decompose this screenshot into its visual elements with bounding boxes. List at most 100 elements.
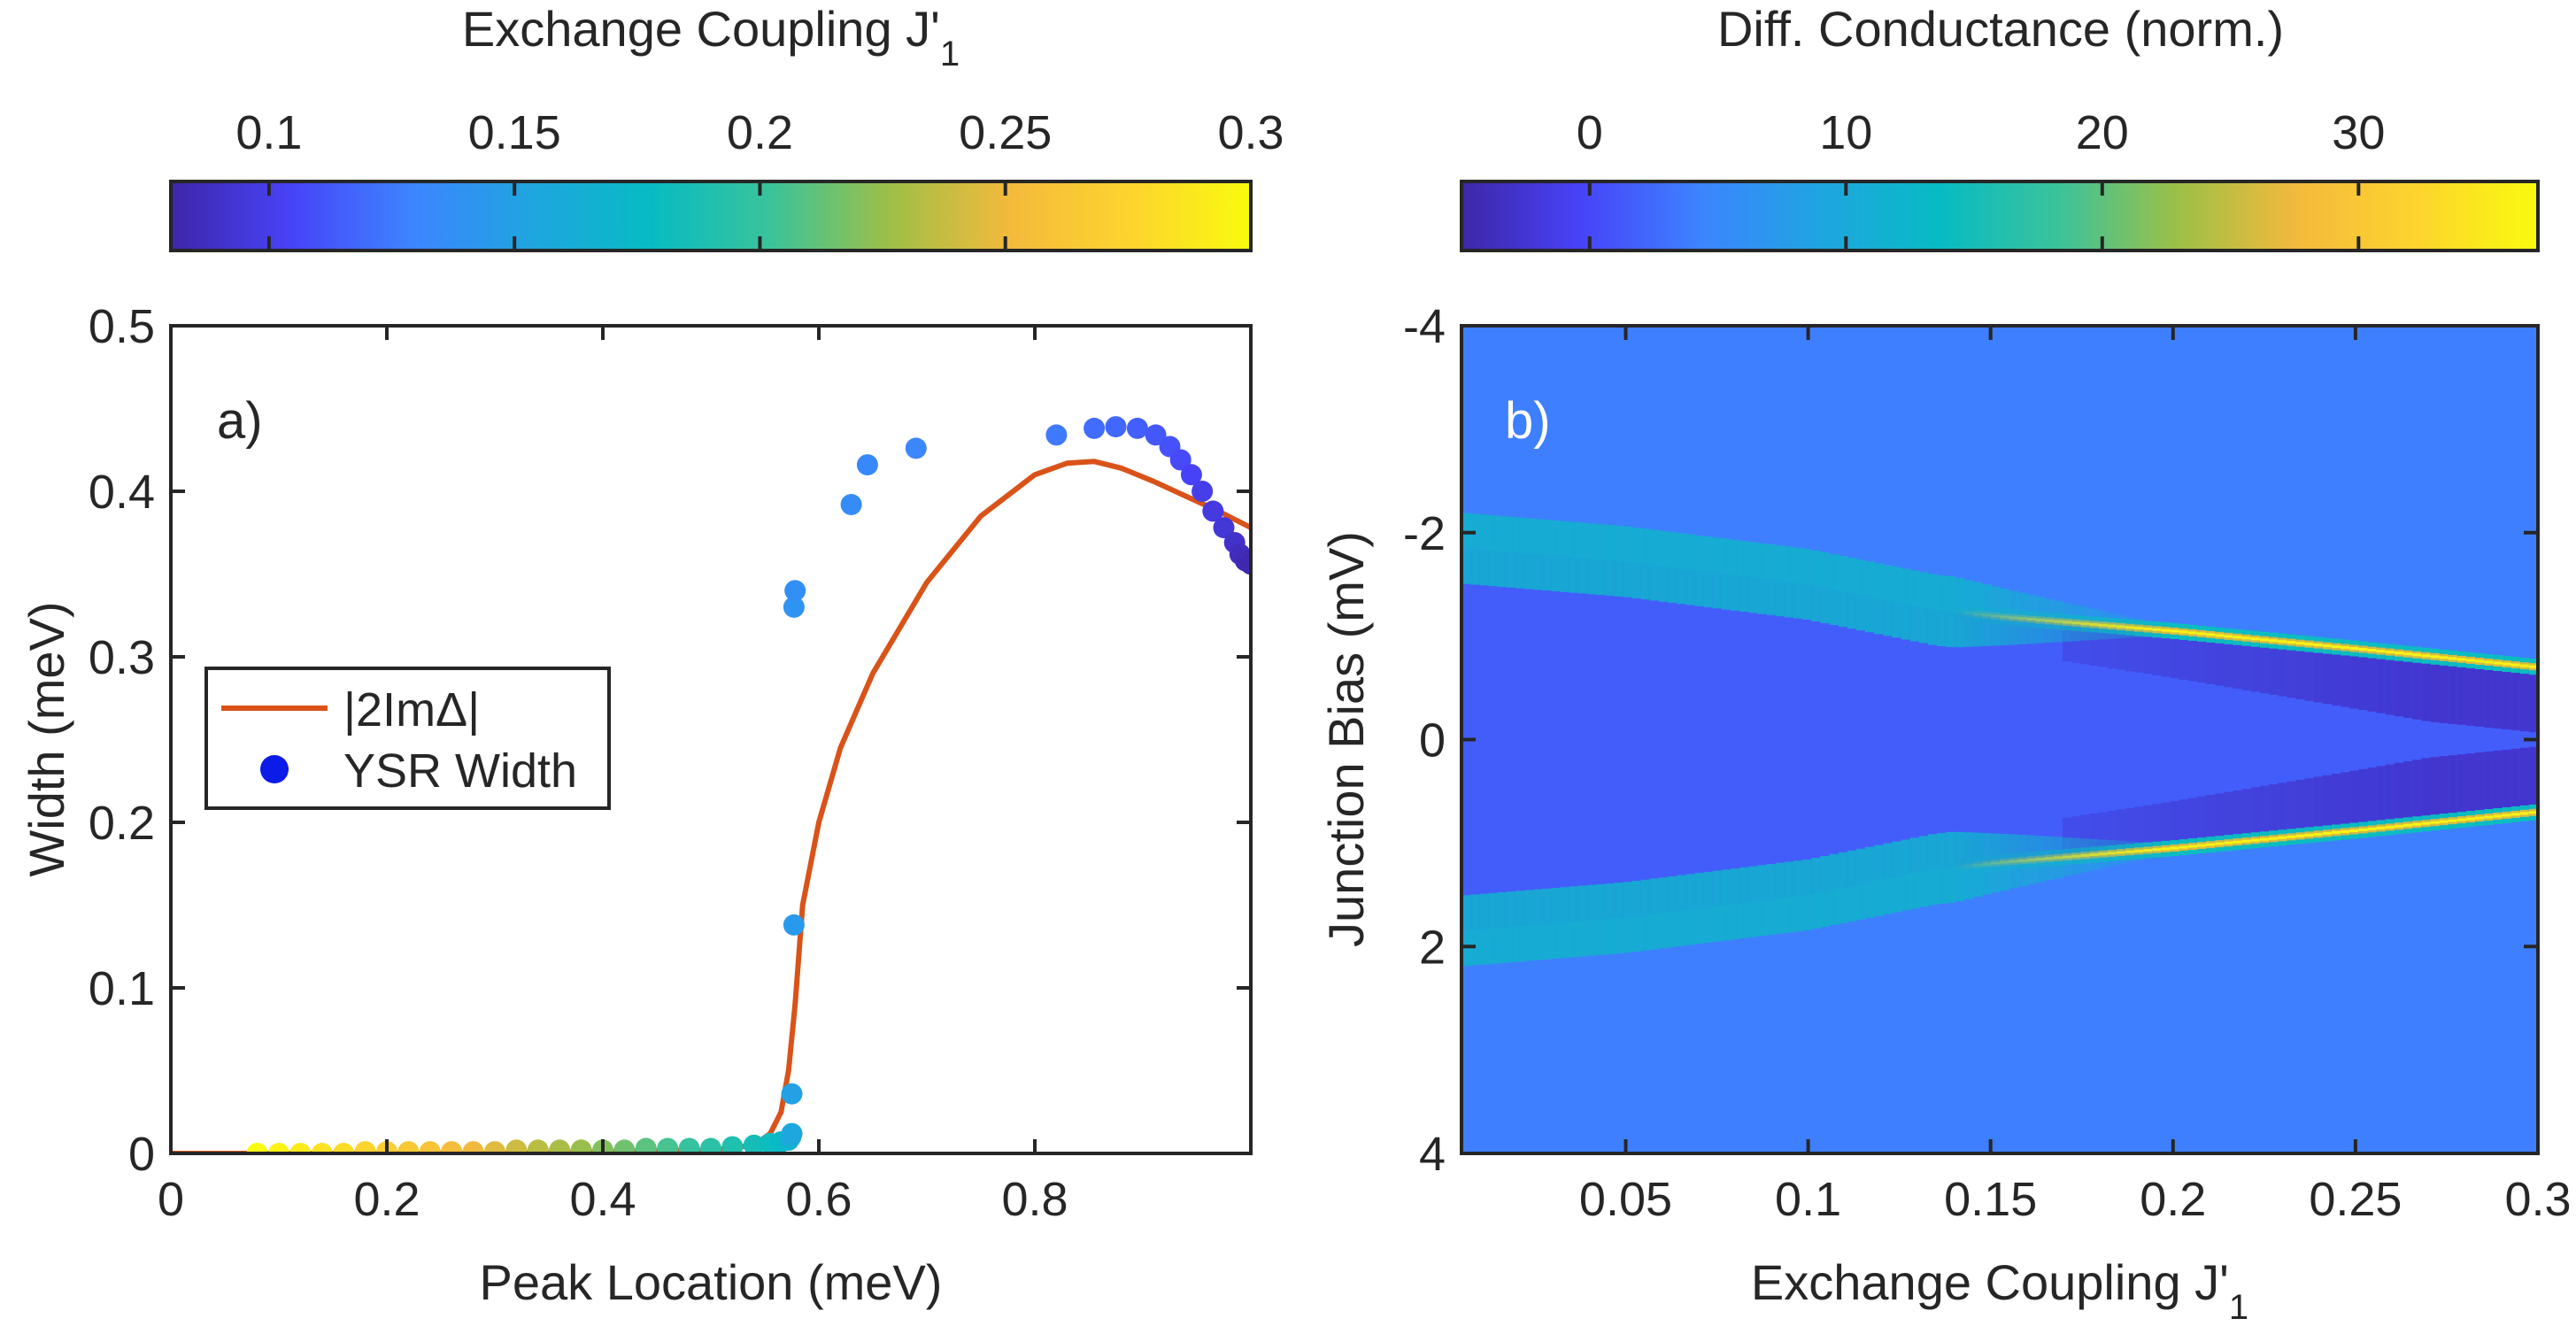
- heatmap-gap-cell: [2098, 625, 2109, 854]
- heatmap-gap-cell: [1918, 607, 1929, 872]
- heatmap-branch-peak: [2179, 630, 2189, 634]
- colorbar-a-tick-label: 0.2: [727, 106, 793, 159]
- heatmap-shadow-cell: [2143, 632, 2154, 675]
- heatmap-gap-cell: [2349, 648, 2360, 831]
- colorbar-a-label-sub: 1: [940, 35, 960, 73]
- heatmap-branch-glow: [1614, 883, 1624, 954]
- heatmap-branch-glow: [1731, 539, 1740, 611]
- heatmap-shadow-cell: [2439, 756, 2449, 819]
- heatmap-shadow-cell: [2313, 776, 2324, 831]
- heatmap-branch-glow: [1855, 848, 1866, 920]
- heatmap-shadow-cell: [2269, 644, 2279, 695]
- heatmap-gap-cell: [1739, 576, 1750, 903]
- heatmap-branch-peak: [2510, 663, 2521, 667]
- ysr-width-point: [856, 454, 878, 476]
- heatmap-shadow-cell: [2484, 752, 2495, 814]
- heatmap-branch-halo: [2009, 853, 2019, 870]
- heatmap-branch-glow: [1462, 895, 1471, 967]
- heatmap-shadow-cell: [2224, 639, 2234, 688]
- heatmap-branch-core: [1990, 859, 2001, 867]
- heatmap-branch-halo: [2035, 612, 2046, 628]
- heatmap-shadow-cell: [2287, 645, 2297, 698]
- panel-b-heatmap: [1462, 326, 2538, 1153]
- heatmap-branch-glow: [1497, 516, 1508, 588]
- heatmap-gap-cell: [2304, 644, 2315, 836]
- colorbar-b-fill: [1462, 181, 2538, 251]
- heatmap-gap-cell: [2026, 619, 2037, 860]
- heatmap-branch-glow: [1677, 875, 1687, 946]
- heatmap-gap-cell: [1865, 597, 1875, 883]
- heatmap-shadow-cell: [2170, 800, 2180, 845]
- heatmap-branch-peak: [2062, 855, 2072, 859]
- heatmap-gap-cell: [2053, 621, 2063, 858]
- heatmap-branch-halo: [2044, 850, 2055, 867]
- colorbar-a-tick-label: 0.1: [235, 106, 302, 159]
- heatmap-gap-cell: [1784, 582, 1794, 898]
- heatmap-gap-cell: [1658, 566, 1669, 914]
- heatmap-branch-glow: [1506, 891, 1516, 963]
- heatmap-shadow-cell: [2269, 784, 2279, 836]
- heatmap-branch-glow: [1766, 864, 1777, 936]
- heatmap-branch-peak: [2026, 858, 2037, 861]
- heatmap-branch-halo: [2053, 849, 2063, 866]
- colorbar-b-ticks: 0 10 20 30: [1577, 106, 2385, 251]
- panel-a: 0 0.2 0.4 0.6 0.8 0 0.1 0.2 0.3 0.4 0.5 a) Peak Lo…: [19, 300, 1253, 1310]
- heatmap-shadow-cell: [2519, 669, 2530, 732]
- heatmap-branch-peak: [2349, 829, 2360, 833]
- heatmap-branch-peak: [2367, 649, 2378, 652]
- colorbar-a-tick-label: 0.15: [468, 106, 561, 159]
- heatmap-branch-glow: [1820, 551, 1831, 623]
- heatmap-branch-glow: [2044, 836, 2055, 881]
- heatmap-branch-peak: [2269, 837, 2279, 840]
- heatmap-branch-peak: [2421, 821, 2432, 825]
- heatmap-branch-glow: [1623, 882, 1633, 953]
- heatmap-branch-core: [2044, 854, 2055, 862]
- heatmap-branch-glow: [1793, 860, 1803, 932]
- heatmap-shadow-cell: [2134, 806, 2144, 848]
- heatmap-branch-halo: [1963, 857, 1974, 874]
- heatmap-branch-peak: [2215, 842, 2225, 845]
- heatmap-gap-cell: [1523, 553, 1534, 926]
- heatmap-branch-core: [2053, 618, 2063, 626]
- heatmap-branch-glow: [1721, 538, 1731, 610]
- heatmap-branch-peak: [2143, 627, 2154, 630]
- heatmap-shadow-cell: [2528, 670, 2538, 733]
- heatmap-branch-peak: [2187, 631, 2198, 635]
- heatmap-gap-cell: [2071, 622, 2081, 857]
- heatmap-branch-peak: [2528, 665, 2538, 668]
- heatmap-branch-glow: [1586, 523, 1597, 595]
- heatmap-shadow-cell: [2152, 633, 2163, 675]
- ysr-width-point: [462, 1141, 484, 1153]
- heatmap-gap-cell: [1649, 565, 1660, 914]
- heatmap-branch-glow: [1488, 892, 1499, 964]
- heatmap-shadow-cell: [2502, 667, 2512, 730]
- heatmap-branch-glow: [1883, 565, 1893, 636]
- heatmap-gap-cell: [1614, 560, 1624, 919]
- heatmap-branch-glow: [1802, 549, 1812, 621]
- heatmap-branch-peak: [2493, 814, 2503, 818]
- heatmap-shadow-cell: [2089, 814, 2100, 852]
- panel-b-ytick-label: 2: [1419, 921, 1446, 974]
- heatmap-branch-peak: [2035, 618, 2046, 621]
- heatmap-branch-peak: [2017, 617, 2028, 621]
- heatmap-shadow-cell: [2196, 796, 2207, 843]
- heatmap-branch-peak: [2421, 654, 2432, 658]
- heatmap-branch-peak: [2196, 632, 2207, 636]
- heatmap-branch-peak: [2403, 823, 2413, 827]
- heatmap-shadow-cell: [2341, 651, 2350, 707]
- heatmap-gap-cell: [1927, 609, 1938, 870]
- heatmap-branch-glow: [1990, 586, 2001, 646]
- heatmap-branch-glow: [2035, 836, 2046, 883]
- heatmap-branch-core: [2044, 617, 2055, 625]
- heatmap-branch-halo: [2035, 851, 2046, 867]
- heatmap-branch-glow: [1829, 853, 1839, 925]
- heatmap-gap-cell: [1694, 570, 1705, 909]
- heatmap-branch-peak: [2107, 852, 2117, 855]
- heatmap-branch-peak: [2179, 845, 2189, 849]
- heatmap-branch-peak: [1963, 612, 1974, 615]
- heatmap-branch-peak: [2250, 838, 2261, 842]
- heatmap-shadow-cell: [2493, 667, 2503, 729]
- heatmap-shadow-cell: [2215, 793, 2225, 841]
- heatmap-shadow-cell: [2403, 657, 2413, 718]
- heatmap-branch-peak: [2143, 849, 2154, 852]
